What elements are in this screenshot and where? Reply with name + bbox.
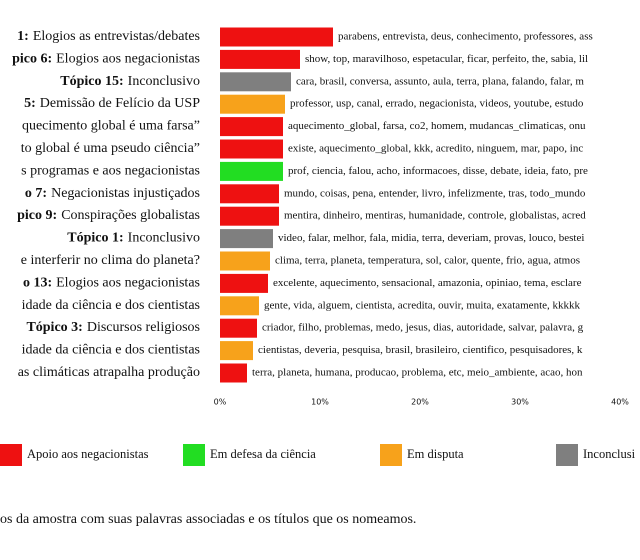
legend-label: Apoio aos negacionistas [27,447,149,461]
category-label: e interferir no clima do planeta? [21,253,200,268]
legend-label: Em defesa da ciência [210,447,316,461]
bar-words: mundo, coisas, pena, entender, livro, in… [284,187,586,199]
bar-words: prof, ciencia, falou, acho, informacoes,… [288,165,588,177]
legend-label: Em disputa [407,447,464,461]
bar [220,341,253,361]
bar-words: mentira, dinheiro, mentiras, humanidade,… [284,210,586,222]
bar [220,229,273,249]
category-label: Tópico 15: Inconclusivo [60,74,200,89]
legend-label: Inconclusi [583,447,636,461]
category-number: pico 6: [12,52,52,67]
bar [220,363,247,383]
category-label: idade da ciência e dos cientistas [22,343,200,358]
category-label: quecimento global é uma farsa” [22,119,200,134]
bar-words: cientistas, deveria, pesquisa, brasil, b… [258,344,583,356]
bar [220,27,333,47]
bar [220,72,291,92]
category-label: o 13: Elogios aos negacionistas [23,276,200,291]
bar [220,251,270,271]
category-label: Tópico 3: Discursos religiosos [26,320,200,335]
category-label: as climáticas atrapalha produção [18,365,200,380]
category-title: idade da ciência e dos cientistas [22,343,200,358]
category-label: idade da ciência e dos cientistas [22,298,200,313]
category-title: quecimento global é uma farsa” [22,119,200,134]
category-number: 5: [24,96,36,111]
bar-words: criador, filho, problemas, medo, jesus, … [262,322,584,334]
category-title: Discursos religiosos [87,320,200,335]
bar-words: cara, brasil, conversa, assunto, aula, t… [296,75,584,87]
bar-words: professor, usp, canal, errado, negacioni… [290,98,584,110]
bar-words: aquecimento_global, farsa, co2, homem, m… [288,120,586,132]
category-label: 1: Elogios as entrevistas/debates [17,29,200,44]
bar [220,184,279,204]
category-label: pico 9: Conspirações globalistas [17,208,200,223]
x-tick-label: 30% [511,398,529,407]
bar-words: terra, planeta, humana, producao, proble… [252,367,583,379]
x-tick-label: 0% [214,398,227,407]
bar [220,49,300,69]
bar [220,139,283,159]
category-title: Elogios aos negacionistas [56,52,200,67]
category-title: idade da ciência e dos cientistas [22,298,200,313]
bar-words: video, falar, melhor, fala, midia, terra… [278,232,584,244]
category-title: s programas e aos negacionistas [21,164,200,179]
category-label: o 7: Negacionistas injustiçados [25,186,200,201]
bar [220,94,285,114]
category-label: 5: Demissão de Felício da USP [24,96,200,111]
category-number: Tópico 3: [26,320,82,335]
x-tick-label: 20% [411,398,429,407]
bar [220,206,279,226]
legend-swatch [0,444,22,466]
bar-words: show, top, maravilhoso, espetacular, fic… [305,53,588,65]
category-label: to global é uma pseudo ciência” [21,141,200,156]
category-number: o 13: [23,276,52,291]
category-label: pico 6: Elogios aos negacionistas [12,52,200,67]
bar [220,161,283,181]
category-number: Tópico 1: [67,231,123,246]
category-title: Elogios as entrevistas/debates [33,29,200,44]
category-title: Demissão de Felício da USP [40,96,200,111]
bar [220,296,259,316]
category-title: Elogios aos negacionistas [56,276,200,291]
category-number: o 7: [25,186,47,201]
category-number: Tópico 15: [60,74,123,89]
bar [220,273,268,293]
bar-words: gente, vida, alguem, cientista, acredita… [264,299,581,311]
category-title: as climáticas atrapalha produção [18,365,200,380]
bar-words: existe, aquecimento_global, kkk, acredit… [288,143,583,155]
bar-words: parabens, entrevista, deus, conhecimento… [338,31,593,43]
category-number: 1: [17,29,29,44]
bar [220,318,257,338]
legend-swatch [183,444,205,466]
bar-words: clima, terra, planeta, temperatura, sol,… [275,255,580,267]
category-label: s programas e aos negacionistas [21,164,200,179]
bar-words: excelente, aquecimento, sensacional, ama… [273,277,582,289]
x-tick-label: 40% [611,398,629,407]
category-title: Inconclusivo [128,231,200,246]
category-number: pico 9: [17,208,57,223]
category-title: Negacionistas injustiçados [51,186,200,201]
category-title: to global é uma pseudo ciência” [21,141,200,156]
caption: os da amostra com suas palavras associad… [0,512,416,527]
category-title: e interferir no clima do planeta? [21,253,200,268]
category-label: Tópico 1: Inconclusivo [67,231,200,246]
legend-swatch [556,444,578,466]
category-title: Conspirações globalistas [61,208,200,223]
category-title: Inconclusivo [128,74,200,89]
x-tick-label: 10% [311,398,329,407]
legend-swatch [380,444,402,466]
bar [220,117,283,137]
